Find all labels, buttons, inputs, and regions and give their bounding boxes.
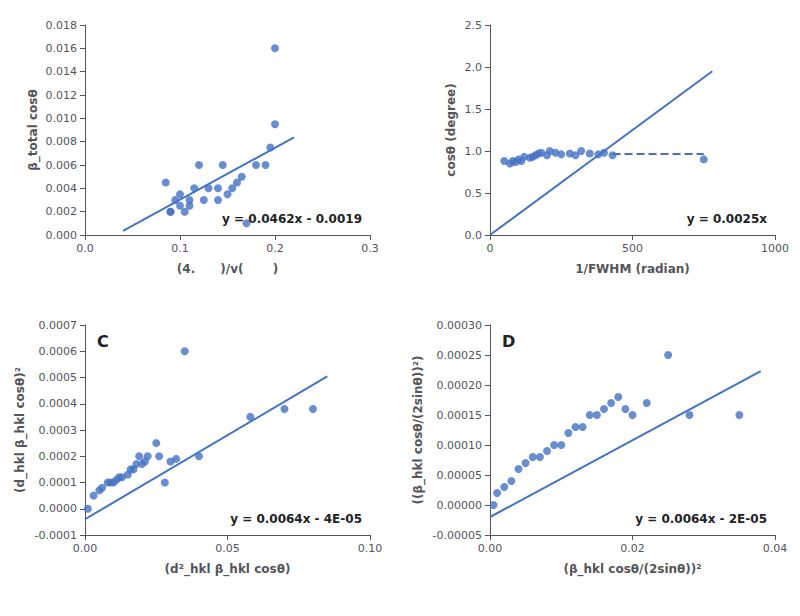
svg-text:0.0000: 0.0000	[39, 502, 78, 515]
svg-text:0.2: 0.2	[266, 242, 284, 255]
svg-text:0.0005: 0.0005	[39, 371, 78, 384]
svg-text:2.0: 2.0	[465, 61, 483, 74]
svg-text:y = 0.0064x - 2E-05: y = 0.0064x - 2E-05	[635, 512, 767, 526]
svg-text:(d²_hkl β_hkl cosθ): (d²_hkl β_hkl cosθ)	[165, 562, 291, 577]
svg-text:y = 0.0025x: y = 0.0025x	[687, 212, 768, 226]
svg-text:0.0007: 0.0007	[39, 319, 78, 332]
svg-text:y = 0.0462x - 0.0019: y = 0.0462x - 0.0019	[222, 212, 362, 226]
svg-text:cosθ (degree): cosθ (degree)	[444, 83, 458, 176]
svg-text:0.5: 0.5	[465, 187, 483, 200]
svg-text:0.04: 0.04	[763, 542, 788, 555]
svg-text:0.00: 0.00	[73, 542, 98, 555]
svg-text:0.05: 0.05	[215, 542, 240, 555]
svg-text:D: D	[502, 332, 515, 351]
svg-text:β_total cosθ: β_total cosθ	[26, 89, 41, 170]
svg-text:((β_hkl cosθ/(2sinθ))²): ((β_hkl cosθ/(2sinθ))²)	[411, 355, 426, 504]
svg-text:0.0002: 0.0002	[39, 450, 78, 463]
svg-text:0.0001: 0.0001	[39, 476, 78, 489]
svg-text:0.008: 0.008	[46, 135, 78, 148]
svg-text:(d_hkl β_hkl cosθ)²: (d_hkl β_hkl cosθ)²	[13, 367, 28, 493]
svg-text:0.00025: 0.00025	[437, 349, 483, 362]
svg-text:0.002: 0.002	[46, 205, 78, 218]
svg-text:1/FWHM (radian): 1/FWHM (radian)	[575, 262, 690, 276]
svg-text:1.5: 1.5	[465, 103, 483, 116]
svg-text:0.00030: 0.00030	[437, 319, 483, 332]
svg-text:0.00020: 0.00020	[437, 379, 483, 392]
svg-text:0.0: 0.0	[465, 229, 483, 242]
svg-text:0.016: 0.016	[46, 42, 78, 55]
svg-text:C: C	[97, 332, 109, 351]
svg-text:0.0006: 0.0006	[39, 345, 78, 358]
svg-text:0.0: 0.0	[76, 242, 94, 255]
svg-text:0.018: 0.018	[46, 19, 78, 32]
svg-text:0.006: 0.006	[46, 159, 78, 172]
svg-text:0.3: 0.3	[361, 242, 379, 255]
svg-text:0.000: 0.000	[46, 229, 78, 242]
svg-text:0.0004: 0.0004	[39, 397, 78, 410]
svg-text:0.00010: 0.00010	[437, 439, 483, 452]
svg-text:(β_hkl cosθ/(2sinθ))²: (β_hkl cosθ/(2sinθ))²	[563, 562, 701, 577]
svg-text:0.02: 0.02	[620, 542, 645, 555]
svg-text:1000: 1000	[761, 242, 789, 255]
svg-text:0.1: 0.1	[171, 242, 189, 255]
svg-text:0.00: 0.00	[478, 542, 503, 555]
svg-text:1.0: 1.0	[465, 145, 483, 158]
svg-text:0.00015: 0.00015	[437, 409, 483, 422]
svg-text:0: 0	[487, 242, 494, 255]
svg-text:0.010: 0.010	[46, 112, 78, 125]
svg-text:0.0003: 0.0003	[39, 424, 78, 437]
svg-text:(4. )/v( ): (4. )/v( )	[177, 262, 278, 276]
svg-text:0.10: 0.10	[358, 542, 383, 555]
svg-text:2.5: 2.5	[465, 19, 483, 32]
svg-text:0.00005: 0.00005	[437, 469, 483, 482]
svg-text:0.00000: 0.00000	[437, 499, 483, 512]
svg-text:0.014: 0.014	[46, 65, 78, 78]
svg-text:0.004: 0.004	[46, 182, 78, 195]
svg-text:500: 500	[622, 242, 643, 255]
svg-text:0.012: 0.012	[46, 89, 78, 102]
svg-text:y = 0.0064x - 4E-05: y = 0.0064x - 4E-05	[230, 512, 362, 526]
svg-text:-0.00005: -0.00005	[433, 529, 482, 542]
svg-text:-0.0001: -0.0001	[35, 529, 77, 542]
